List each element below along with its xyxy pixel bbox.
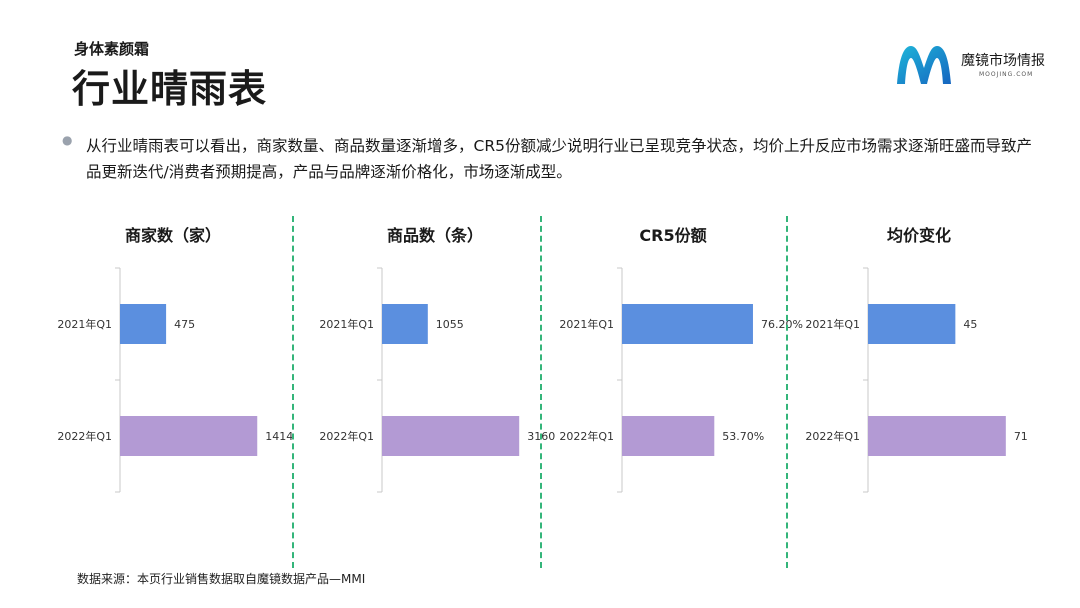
- page-title: 行业晴雨表: [72, 67, 268, 111]
- section-divider: [786, 216, 788, 568]
- data-label: 53.70%: [722, 430, 764, 443]
- bar-2021: [120, 304, 167, 344]
- chart-average-price: 均价变化 2021年Q1 45 2022年Q1 71: [796, 210, 1042, 510]
- logo-name: 魔镜市场情报: [961, 53, 1045, 69]
- bar-2022: [382, 416, 520, 456]
- chart-cr5-share: CR5份额 2021年Q1 76.20% 2022年Q1 53.70%: [550, 210, 803, 510]
- category-label: 2021年Q1: [559, 317, 614, 331]
- bullet-dot-icon: ●: [62, 133, 73, 147]
- logo-subtext: MOOJING.COM: [979, 71, 1034, 78]
- bar-plot: 2021年Q1 76.20% 2022年Q1 53.70%: [559, 267, 803, 493]
- bar-2022: [120, 416, 258, 456]
- bar-2021: [622, 304, 753, 344]
- bar-2021: [382, 304, 428, 344]
- category-label: 2022年Q1: [57, 429, 112, 443]
- data-label: 76.20%: [761, 318, 803, 331]
- data-source-note: 数据来源：本页行业销售数据取自魔镜数据产品—MMI: [77, 572, 366, 586]
- bar-plot: 2021年Q1 475 2022年Q1 1414: [57, 267, 293, 493]
- chart-title: CR5份额: [639, 226, 707, 245]
- data-label: 475: [174, 318, 195, 331]
- category-label: 2021年Q1: [319, 317, 374, 331]
- chart-title: 商品数（条）: [386, 226, 483, 245]
- section-divider: [292, 216, 294, 568]
- chart-product-count: 商品数（条） 2021年Q1 1055 2022年Q1 3160: [312, 210, 558, 510]
- bar-2022: [622, 416, 715, 456]
- page-subtitle: 身体素颜霜: [74, 40, 150, 58]
- chart-merchant-count: 商家数（家） 2021年Q1 475 2022年Q1 1414: [50, 210, 296, 510]
- bar-2022: [868, 416, 1006, 456]
- section-divider: [540, 216, 542, 568]
- category-label: 2022年Q1: [559, 429, 614, 443]
- category-label: 2022年Q1: [319, 429, 374, 443]
- data-label: 45: [963, 318, 977, 331]
- chart-title: 商家数（家）: [124, 226, 221, 245]
- moojing-logo: 魔镜市场情报 MOOJING.COM: [893, 40, 1063, 88]
- logo-m-icon: [897, 46, 951, 84]
- summary-text: 从行业晴雨表可以看出，商家数量、商品数量逐渐增多，CR5份额减少说明行业已呈现竞…: [86, 137, 1032, 181]
- data-label: 1055: [436, 318, 464, 331]
- category-label: 2021年Q1: [57, 317, 112, 331]
- data-label: 1414: [265, 430, 293, 443]
- category-label: 2021年Q1: [805, 317, 860, 331]
- data-label: 71: [1014, 430, 1028, 443]
- bar-2021: [868, 304, 956, 344]
- chart-title: 均价变化: [886, 226, 951, 245]
- category-label: 2022年Q1: [805, 429, 860, 443]
- bar-plot: 2021年Q1 45 2022年Q1 71: [805, 267, 1028, 493]
